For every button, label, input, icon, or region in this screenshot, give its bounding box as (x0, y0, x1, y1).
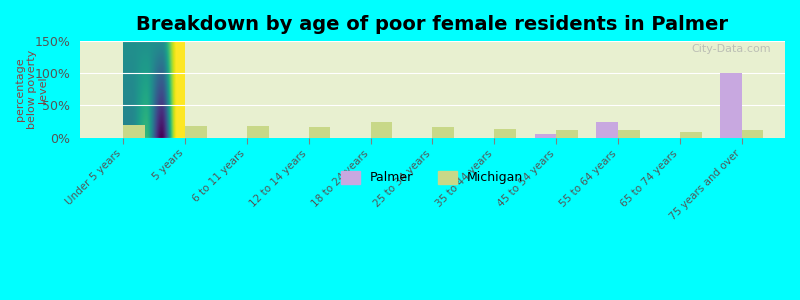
Bar (309, 128, 330, 138)
Bar (556, 130, 578, 138)
Bar (494, 129, 516, 138)
Text: City-Data.com: City-Data.com (691, 44, 771, 54)
Bar (596, 122, 618, 138)
Bar (742, 130, 763, 138)
Bar (185, 126, 206, 138)
Bar (247, 126, 269, 138)
Bar (720, 73, 742, 138)
Bar (618, 130, 640, 138)
Y-axis label: percentage
below poverty
level: percentage below poverty level (15, 50, 48, 129)
Legend: Palmer, Michigan: Palmer, Michigan (337, 166, 529, 189)
Title: Breakdown by age of poor female residents in Palmer: Breakdown by age of poor female resident… (137, 15, 729, 34)
Bar (123, 125, 145, 138)
Bar (534, 134, 556, 138)
Bar (433, 127, 454, 138)
Bar (370, 122, 392, 138)
Bar (680, 132, 702, 138)
